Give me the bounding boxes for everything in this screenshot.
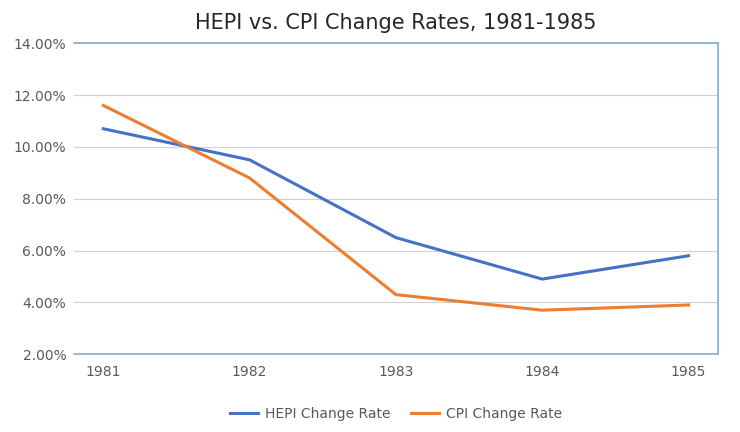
Legend: HEPI Change Rate, CPI Change Rate: HEPI Change Rate, CPI Change Rate [224, 402, 568, 427]
CPI Change Rate [99, 103, 108, 108]
HEPI Change Rate [99, 126, 108, 131]
HEPI Change Rate [684, 253, 693, 258]
CPI Change Rate [391, 292, 400, 297]
CPI Change Rate [538, 308, 547, 313]
HEPI Change Rate [391, 235, 400, 240]
HEPI Change Rate [538, 276, 547, 282]
CPI Change Rate [245, 175, 254, 181]
Line: CPI Change Rate: CPI Change Rate [104, 105, 688, 310]
HEPI Change Rate [245, 157, 254, 162]
Line: HEPI Change Rate: HEPI Change Rate [104, 129, 688, 279]
Title: HEPI vs. CPI Change Rates, 1981-1985: HEPI vs. CPI Change Rates, 1981-1985 [195, 13, 596, 33]
CPI Change Rate [684, 302, 693, 308]
